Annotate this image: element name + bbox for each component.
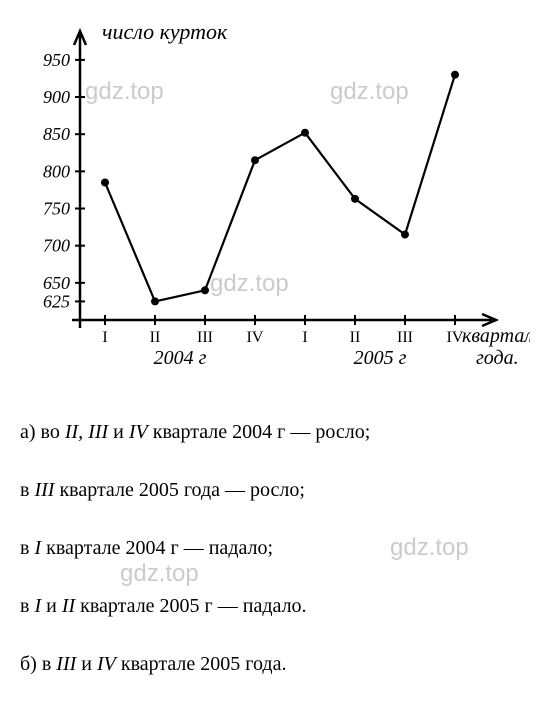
text-prefix: а) во bbox=[20, 421, 65, 443]
chart-container: число курток кварталгода. 625650 700 750 800 8… bbox=[20, 20, 530, 380]
svg-text:850: 850 bbox=[43, 124, 70, 144]
svg-text:число курток: число курток bbox=[102, 20, 228, 44]
svg-text:II: II bbox=[150, 329, 161, 346]
svg-text:III: III bbox=[197, 329, 213, 346]
text-prefix: в bbox=[20, 595, 34, 617]
text-and: и bbox=[76, 653, 97, 675]
svg-text:IV: IV bbox=[447, 329, 464, 346]
svg-text:700: 700 bbox=[43, 236, 70, 256]
roman-numeral: III bbox=[34, 479, 54, 501]
roman-numeral: II bbox=[62, 595, 75, 617]
svg-text:I: I bbox=[302, 329, 307, 346]
roman-numeral: IV bbox=[129, 421, 148, 443]
svg-text:2004 г: 2004 г bbox=[154, 347, 207, 369]
text-suffix: квартале 2005 г — падало. bbox=[75, 595, 306, 617]
text-and: и bbox=[108, 421, 129, 443]
svg-text:900: 900 bbox=[43, 87, 70, 107]
answer-line-b: в III квартале 2005 года — росло; bbox=[20, 468, 530, 512]
answer-line-c: в I квартале 2004 г — падало; gdz.top gd… bbox=[20, 526, 530, 570]
roman-numeral: II, III bbox=[65, 421, 108, 443]
svg-text:950: 950 bbox=[43, 50, 70, 70]
answer-text: а) во II, III и IV квартале 2004 г — рос… bbox=[20, 410, 530, 686]
svg-text:2005 г: 2005 г bbox=[354, 347, 407, 369]
answer-line-d: в I и II квартале 2005 г — падало. bbox=[20, 584, 530, 628]
roman-numeral: III bbox=[56, 653, 76, 675]
svg-text:I: I bbox=[102, 329, 107, 346]
text-suffix: квартале 2004 г — падало; bbox=[41, 537, 273, 559]
roman-numeral: IV bbox=[97, 653, 116, 675]
text-prefix: б) в bbox=[20, 653, 56, 675]
answer-line-e: б) в III и IV квартале 2005 года. bbox=[20, 642, 530, 686]
svg-text:650: 650 bbox=[43, 273, 70, 293]
text-suffix: квартале 2005 года — росло; bbox=[54, 479, 305, 501]
svg-text:квартал: квартал bbox=[462, 325, 530, 347]
svg-text:II: II bbox=[350, 329, 361, 346]
svg-text:625: 625 bbox=[43, 291, 70, 311]
text-suffix: квартале 2005 года. bbox=[116, 653, 287, 675]
text-prefix: в bbox=[20, 537, 34, 559]
text-suffix: квартале 2004 г — росло; bbox=[148, 421, 371, 443]
line-chart: число курток кварталгода. 625650 700 750 800 8… bbox=[20, 20, 530, 380]
svg-text:года.: года. bbox=[476, 347, 519, 369]
svg-text:IV: IV bbox=[247, 329, 264, 346]
watermark-4: gdz.top bbox=[390, 522, 469, 575]
text-and: и bbox=[41, 595, 62, 617]
text-prefix: в bbox=[20, 479, 34, 501]
answer-line-a: а) во II, III и IV квартале 2004 г — рос… bbox=[20, 410, 530, 454]
svg-text:750: 750 bbox=[43, 199, 70, 219]
svg-text:800: 800 bbox=[43, 161, 70, 181]
svg-text:III: III bbox=[397, 329, 413, 346]
